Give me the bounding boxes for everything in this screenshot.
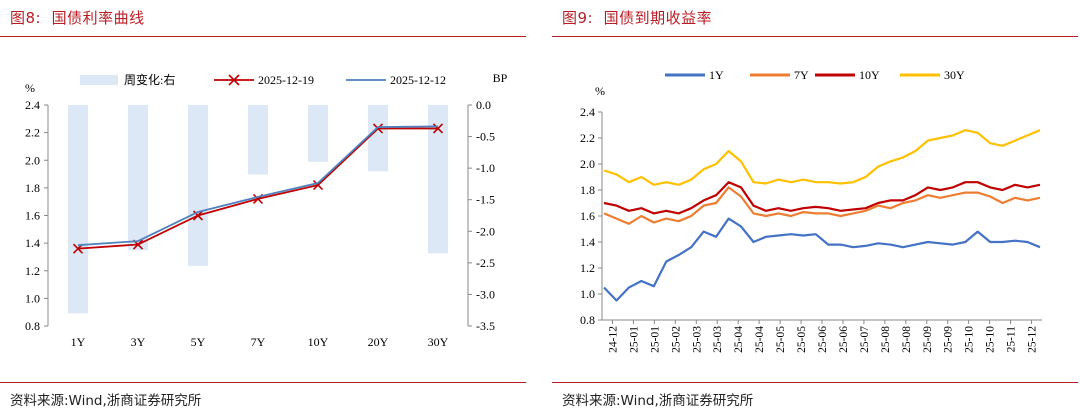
legend-swatch-weekly-change: [80, 75, 118, 85]
right-x-tick-label: 25-06: [838, 326, 850, 353]
weekly-change-bar: [128, 105, 148, 251]
right-x-tick-label: 25-04: [733, 326, 745, 353]
left-x-tick-label: 7Y: [251, 335, 266, 349]
right-x-tick-label: 25-03: [691, 326, 703, 353]
left-x-tick-label: 30Y: [428, 335, 449, 349]
left-x-tick-label: 10Y: [308, 335, 329, 349]
left-y-tick-label: 0.8: [25, 319, 40, 333]
legend-label-10y: 10Y: [859, 68, 880, 82]
left-y-unit: %: [25, 81, 35, 95]
series-line-7y: [603, 186, 1041, 225]
right-figure-title: 图9: 国债到期收益率: [562, 9, 713, 27]
right-x-tick-label: 25-08: [901, 326, 913, 353]
right-x-tick-label: 25-05: [775, 326, 787, 353]
right-x-tick-label: 25-08: [880, 326, 892, 353]
left-y2-unit: BP: [493, 71, 508, 85]
right-y-tick-label: 1.8: [580, 183, 595, 197]
left-legend: 周变化:右 2025-12-19 2025-12-12: [80, 72, 446, 87]
legend-label-2025-12-19: 2025-12-19: [258, 73, 314, 87]
right-x-tick-label: 25-05: [796, 326, 808, 353]
left-y-tick-label: 2.4: [25, 98, 40, 112]
left-y2-tick-label: -2.0: [476, 224, 495, 238]
weekly-change-bar: [68, 105, 88, 314]
left-y2-tick-label: -1.0: [476, 161, 495, 175]
right-y-tick-label: 0.8: [580, 313, 595, 327]
right-title-rule: [552, 36, 1078, 37]
series-line-2025-12-12: [77, 125, 439, 247]
point-marker-2025-12-19: [312, 180, 324, 191]
series-line-30y: [603, 129, 1041, 186]
left-y-tick-label: 2.0: [25, 153, 40, 167]
left-x-tick-label: 1Y: [71, 335, 86, 349]
right-source-rule: [552, 382, 1078, 383]
right-legend: 1Y 7Y 10Y 30Y: [665, 68, 965, 82]
right-y-tick-label: 1.2: [580, 261, 595, 275]
left-y-tick-label: 1.6: [25, 209, 40, 223]
left-y-tick-label: 1.4: [25, 236, 40, 250]
left-y-tick-label: 1.2: [25, 264, 40, 278]
weekly-change-bar: [428, 105, 448, 254]
right-y-unit: %: [595, 84, 605, 98]
right-x-tick-label: 24-12: [607, 326, 619, 353]
right-y-tick-label: 2.0: [580, 157, 595, 171]
left-x-tick-label: 3Y: [131, 335, 146, 349]
right-x-tick-label: 25-11: [1006, 326, 1018, 353]
legend-label-weekly-change: 周变化:右: [124, 72, 175, 87]
right-x-tick-label: 25-07: [859, 326, 871, 353]
left-y-tick-label: 1.8: [25, 181, 40, 195]
series-line-10y: [603, 181, 1041, 215]
right-x-tick-label: 25-03: [712, 326, 724, 353]
legend-label-30y: 30Y: [944, 68, 965, 82]
right-y-tick-label: 1.4: [580, 235, 595, 249]
series-line-1y: [603, 217, 1041, 302]
right-x-tick-label: 25-04: [754, 326, 766, 353]
left-y-tick-label: 1.0: [25, 291, 40, 305]
legend-label-1y: 1Y: [709, 68, 724, 82]
right-x-tick-label: 25-12: [1027, 326, 1039, 353]
legend-label-7y: 7Y: [794, 68, 809, 82]
left-figure-title: 图8: 国债利率曲线: [10, 9, 145, 27]
left-title-rule: [0, 36, 526, 37]
right-y-tick-label: 2.4: [580, 105, 595, 119]
left-y2-tick-label: -1.5: [476, 193, 495, 207]
left-source: 资料来源:Wind,浙商证券研究所: [10, 393, 202, 409]
left-y2-tick-label: -2.5: [476, 256, 495, 270]
right-chart: %2.4 2.2 2.0 1.8 1.6 1.4 1.2 1.0 0.8 24-12 25-01 25…: [580, 68, 1042, 353]
right-y-tick-label: 2.2: [580, 131, 595, 145]
left-source-rule: [0, 382, 526, 383]
right-y-tick-label: 1.0: [580, 287, 595, 301]
weekly-change-bar: [248, 105, 268, 175]
left-y2-tick-label: -3.0: [476, 287, 495, 301]
left-x-tick-label: 20Y: [368, 335, 389, 349]
right-x-tick-label: 25-09: [943, 326, 955, 353]
right-x-tick-label: 25-02: [670, 326, 682, 353]
right-x-tick-label: 25-01: [649, 326, 661, 353]
left-y2-tick-label: -0.5: [476, 130, 495, 144]
left-y-tick-label: 2.2: [25, 126, 40, 140]
right-x-tick-label: 25-09: [922, 326, 934, 353]
weekly-change-bar: [188, 105, 208, 267]
left-x-tick-label: 5Y: [191, 335, 206, 349]
right-x-tick-label: 25-01: [628, 326, 640, 353]
right-figure: 图9: 国债到期收益率 % 2.4 2.2 2.0 1.8 1.6 1.4 1.2 1.0 0.8…: [552, 0, 1080, 417]
right-source: 资料来源:Wind,浙商证券研究所: [562, 393, 754, 409]
left-figure: 图8: 国债利率曲线 % BP 2.4 2.2 2.0 1.8 1.6 1.4 1.2 1.0 0.…: [0, 0, 528, 417]
weekly-change-bar: [308, 105, 328, 162]
right-x-tick-label: 25-10: [964, 326, 976, 353]
right-y-tick-label: 1.6: [580, 209, 595, 223]
weekly-change-bar: [368, 105, 388, 172]
point-marker-2025-12-19: [372, 123, 384, 134]
legend-label-2025-12-12: 2025-12-12: [390, 73, 446, 87]
point-marker-2025-12-19: [432, 123, 444, 134]
left-chart: % BP 2.4 2.2 2.0 1.8 1.6 1.4 1.2 1.0 0.8 0.0 -0.5 -1.…: [25, 71, 508, 349]
right-x-tick-label: 25-06: [817, 326, 829, 353]
right-x-tick-label: 25-10: [985, 326, 997, 353]
left-y2-tick-label: -3.5: [476, 319, 495, 333]
left-y2-tick-label: 0.0: [476, 98, 491, 112]
